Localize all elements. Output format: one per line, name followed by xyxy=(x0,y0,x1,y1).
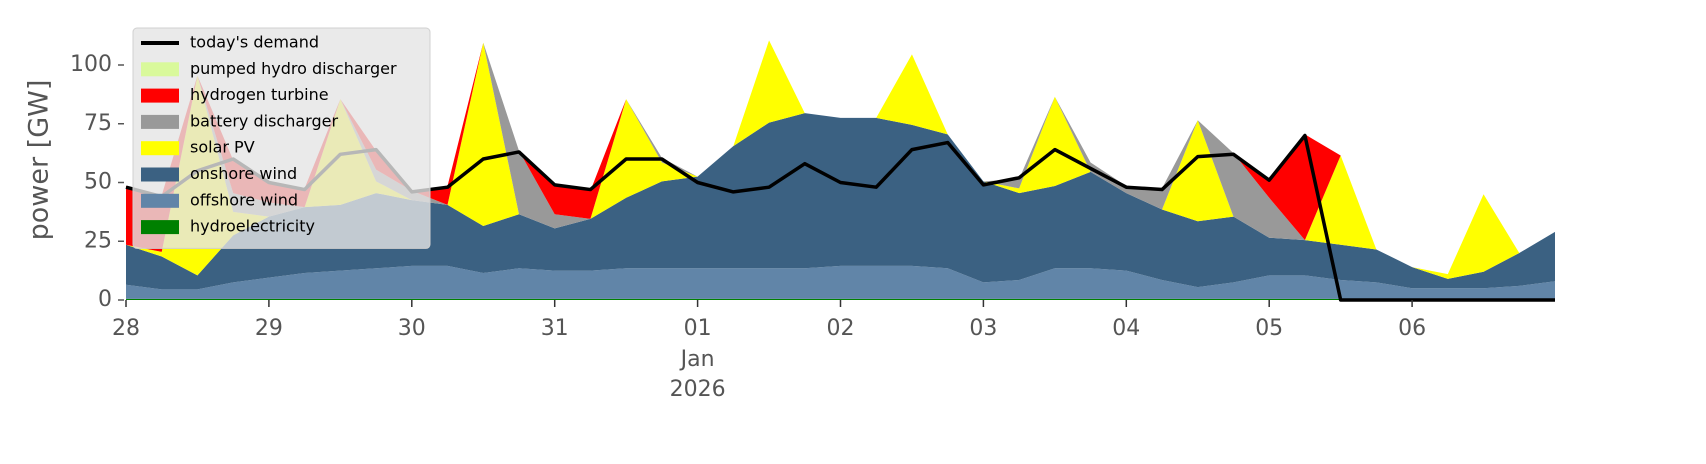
legend-label: today's demand xyxy=(190,33,319,52)
x-tick-label: 06 xyxy=(1398,316,1426,341)
x-tick-label: 04 xyxy=(1112,316,1140,341)
legend-swatch xyxy=(141,220,179,235)
legend-swatch xyxy=(141,193,179,208)
legend-label: solar PV xyxy=(190,138,255,157)
y-tick-label: 100 xyxy=(70,52,112,77)
legend-swatch xyxy=(141,62,179,77)
legend: today's demand pumped hydro discharger hyd… xyxy=(132,27,431,249)
area-series xyxy=(126,40,1555,279)
y-axis-label: power [GW] xyxy=(24,80,55,241)
legend-label: battery discharger xyxy=(190,111,338,130)
legend-label: offshore wind xyxy=(190,190,298,209)
y-tick-label: 50 xyxy=(84,170,112,195)
legend-swatch xyxy=(141,114,179,129)
legend-box xyxy=(132,27,431,249)
x-tick-label: 05 xyxy=(1255,316,1283,341)
x-tick-label: 30 xyxy=(398,316,426,341)
y-tick-label: 25 xyxy=(84,228,112,253)
area-series xyxy=(126,265,1555,300)
x-tick-sublabel: Jan xyxy=(679,347,715,372)
x-tick-label: 28 xyxy=(112,316,140,341)
legend-label: pumped hydro discharger xyxy=(190,59,397,78)
x-tick-label: 03 xyxy=(969,316,997,341)
x-tick-label: 29 xyxy=(255,316,283,341)
legend-label: onshore wind xyxy=(190,164,297,183)
legend-label: hydrogen turbine xyxy=(190,85,329,104)
x-tick-label: 01 xyxy=(684,316,712,341)
x-tick-label: 31 xyxy=(541,316,569,341)
y-tick-label: 75 xyxy=(84,111,112,136)
x-tick-sublabel: 2026 xyxy=(670,377,726,402)
legend-label: hydroelectricity xyxy=(190,217,315,236)
x-tick-label: 02 xyxy=(827,316,855,341)
area-series xyxy=(126,298,1555,300)
area-series xyxy=(126,113,1555,290)
legend-swatch xyxy=(141,88,179,103)
legend-swatch xyxy=(141,167,179,182)
legend-swatch xyxy=(141,141,179,156)
y-tick-label: 0 xyxy=(98,287,112,312)
